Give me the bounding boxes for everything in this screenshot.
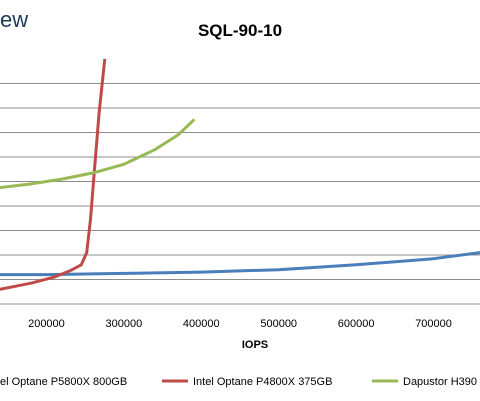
x-tick-label-0: 200000 xyxy=(28,318,65,330)
x-tick-label-3: 500000 xyxy=(260,318,297,330)
brand-logo: ew xyxy=(0,7,28,32)
legend: el Optane P5800X 800GB Intel Optane P4800… xyxy=(0,376,477,388)
legend-label-1: Intel Optane P4800X 375GB xyxy=(193,376,332,388)
series-line-2 xyxy=(0,118,195,190)
y-gridlines xyxy=(0,83,480,280)
x-tick-label-4: 600000 xyxy=(338,318,375,330)
x-tick-label-5: 700000 xyxy=(415,318,452,330)
chart-title: SQL-90-10 xyxy=(198,21,282,40)
x-tick-labels: 200000 300000 400000 500000 600000 700000 xyxy=(28,318,452,330)
series-lines xyxy=(0,59,480,291)
legend-label-0: el Optane P5800X 800GB xyxy=(0,376,127,388)
legend-label-2: Dapustor H390 xyxy=(403,376,477,388)
series-line-1 xyxy=(0,59,107,291)
x-tick-label-1: 300000 xyxy=(106,318,143,330)
x-tick-label-2: 400000 xyxy=(183,318,220,330)
x-axis-label: IOPS xyxy=(242,339,268,351)
